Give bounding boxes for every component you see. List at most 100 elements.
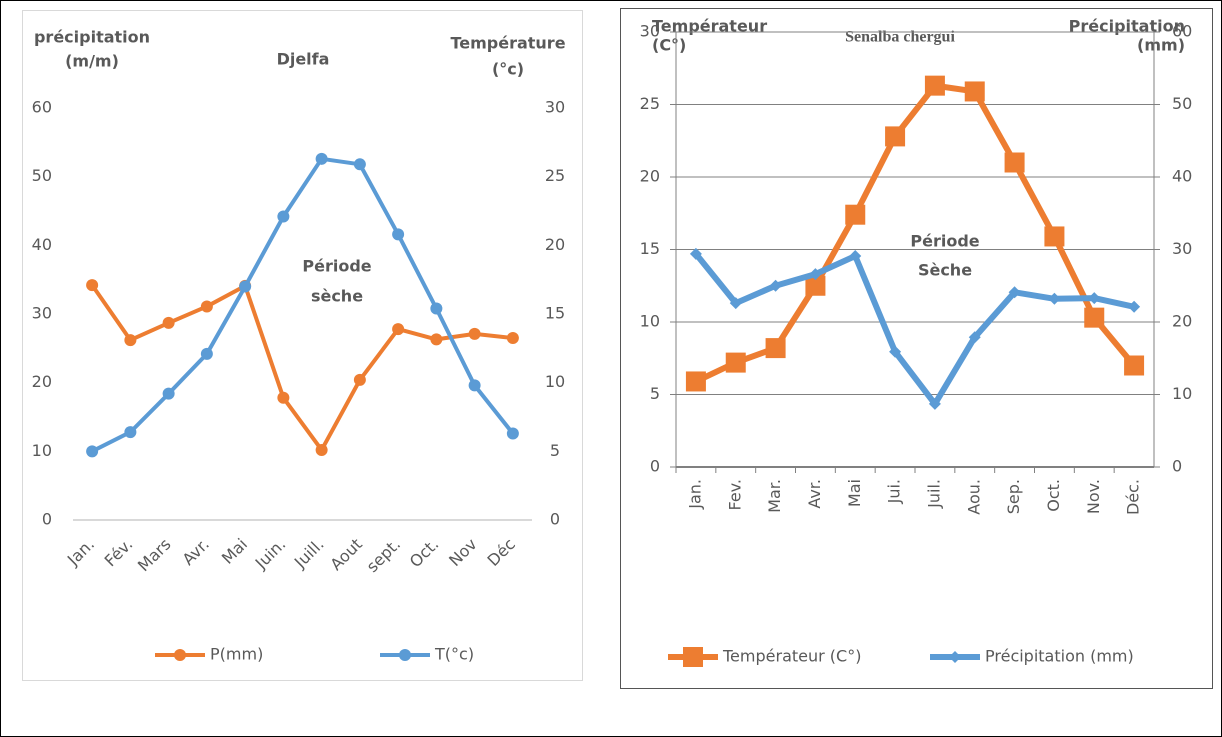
chart-frame (22, 10, 583, 681)
marker (468, 327, 481, 340)
marker (506, 427, 519, 440)
series-line (91, 156, 515, 454)
marker (353, 373, 366, 386)
marker (685, 371, 706, 392)
annotation: Période (302, 257, 371, 276)
x-tick-label: Juil. (924, 479, 943, 509)
marker (430, 302, 443, 315)
x-tick-label: Fev. (725, 479, 744, 510)
annotation: sèche (311, 287, 363, 306)
y-tick-label: 50 (32, 166, 52, 185)
y2-tick-label: 5 (550, 441, 560, 460)
y-tick-label: 25 (640, 94, 660, 113)
marker (849, 250, 862, 263)
marker (392, 323, 405, 336)
y-tick-label: 20 (640, 167, 660, 186)
y-tick-label: 15 (640, 239, 660, 258)
marker (277, 210, 290, 223)
marker (683, 647, 703, 667)
axis-label: (C°) (652, 36, 686, 55)
axis-label: précipitation (34, 28, 150, 47)
series-line (693, 251, 1135, 407)
y2-tick-label: 20 (545, 235, 565, 254)
y2-tick-label: 25 (545, 166, 565, 185)
marker (124, 426, 137, 439)
marker (239, 280, 252, 293)
marker (809, 268, 822, 281)
y2-tick-label: 30 (545, 98, 565, 117)
chart-frame (620, 8, 1213, 689)
series-line (90, 283, 514, 452)
y2-tick-label: 0 (550, 510, 560, 529)
marker (353, 158, 366, 171)
marker (924, 75, 945, 96)
marker (805, 275, 826, 296)
marker (928, 397, 941, 410)
chart-title: Senalba chergui (845, 29, 955, 46)
marker (1088, 292, 1101, 305)
x-tick-label: Sep. (1004, 479, 1023, 514)
x-tick-label: Jui. (885, 479, 904, 504)
legend-label: Températeur (C°) (722, 647, 861, 666)
y2-tick-label: 40 (1172, 167, 1192, 186)
x-tick-label: Mai (845, 479, 864, 507)
marker (506, 332, 519, 345)
marker (200, 300, 213, 313)
y2-tick-label: 30 (1172, 239, 1192, 258)
y-tick-label: 0 (650, 457, 660, 476)
axis-label: Température (450, 34, 565, 53)
marker (1128, 300, 1141, 313)
chart-title: Djelfa (277, 50, 330, 69)
y2-tick-label: 20 (1172, 312, 1192, 331)
marker (86, 279, 99, 292)
marker (765, 338, 786, 359)
marker (769, 279, 782, 292)
marker (689, 247, 702, 260)
x-tick-label: Oct. (1044, 479, 1063, 512)
marker (1008, 286, 1021, 299)
x-tick-label: Jan. (685, 479, 704, 510)
legend-label: Précipitation (mm) (985, 647, 1134, 666)
marker (949, 651, 961, 663)
y-tick-label: 60 (32, 98, 52, 117)
marker (124, 334, 137, 347)
axis-label: Précipitation (1069, 17, 1185, 36)
marker (86, 445, 99, 458)
y-tick-label: 0 (42, 510, 52, 529)
axis-label: (°c) (492, 60, 524, 79)
marker (889, 345, 902, 358)
marker (468, 379, 481, 392)
marker (845, 204, 866, 225)
marker (315, 152, 328, 165)
y-tick-label: 30 (32, 304, 52, 323)
marker (277, 391, 290, 404)
marker (399, 649, 411, 661)
axis-label: Températeur (652, 17, 767, 36)
y-tick-label: 5 (650, 384, 660, 403)
y-tick-label: 10 (640, 312, 660, 331)
axis-label: (m/m) (65, 52, 119, 71)
y2-tick-label: 50 (1172, 94, 1192, 113)
marker (200, 347, 213, 360)
marker (729, 297, 742, 310)
x-tick-label: Aou. (964, 479, 983, 515)
y2-tick-label: 10 (1172, 384, 1192, 403)
marker (430, 333, 443, 346)
annotation: Période (910, 232, 979, 251)
y2-tick-label: 0 (1172, 457, 1182, 476)
marker (1044, 226, 1065, 247)
x-tick-label: Nov. (1084, 479, 1103, 514)
y-tick-label: 20 (32, 372, 52, 391)
y-tick-label: 40 (32, 235, 52, 254)
annotation: Sèche (918, 261, 972, 280)
y-tick-label: 30 (640, 22, 660, 41)
marker (1084, 307, 1105, 328)
legend-label: T(°c) (434, 645, 474, 664)
x-tick-label: Mar. (765, 479, 784, 513)
marker (968, 331, 981, 344)
y2-tick-label: 10 (545, 372, 565, 391)
chart: Senalba chergui Températeur(C°) Précipitat… (640, 17, 1192, 667)
marker (315, 443, 328, 456)
x-tick-label: Déc. (1124, 479, 1143, 515)
